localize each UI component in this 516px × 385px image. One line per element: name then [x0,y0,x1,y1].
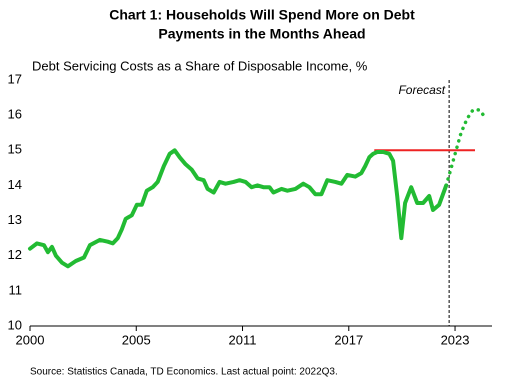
series-line [444,108,487,188]
x-tick-label: 2017 [334,332,363,347]
forecast-label: Forecast [398,83,445,97]
y-tick-label: 12 [8,247,22,262]
y-tick-label: 11 [9,282,23,297]
axis-title: Debt Servicing Costs as a Share of Dispo… [32,58,368,73]
x-tick-label: 2000 [16,332,45,347]
x-tick-label: 2005 [122,332,151,347]
y-tick-label: 17 [8,71,22,86]
y-tick-label: 14 [8,177,22,192]
x-tick-label: 2023 [441,332,470,347]
x-tick-label: 2011 [229,332,257,347]
y-tick-label: 13 [8,212,22,227]
chart-title: Chart 1: Households Will Spend More on D… [109,7,415,23]
chart-title: Payments in the Months Ahead [158,26,365,42]
series-line [28,148,449,269]
y-tick-label: 15 [8,142,22,157]
y-tick-label: 10 [8,317,22,332]
source-note: Source: Statistics Canada, TD Economics.… [30,367,338,378]
y-tick-label: 16 [8,107,22,122]
